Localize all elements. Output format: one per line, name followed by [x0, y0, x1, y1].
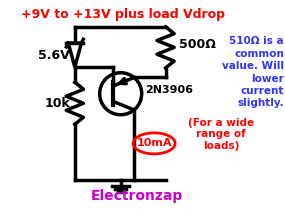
Text: +9V to +13V plus load Vdrop: +9V to +13V plus load Vdrop [21, 8, 225, 21]
Text: 10k: 10k [44, 97, 70, 110]
Text: 500Ω: 500Ω [179, 38, 216, 51]
Text: 5.6V: 5.6V [38, 49, 70, 61]
Polygon shape [68, 43, 82, 67]
Text: 510Ω is a
common
value. Will
lower
current
slightly.: 510Ω is a common value. Will lower curre… [222, 36, 284, 108]
Text: (For a wide
range of
loads): (For a wide range of loads) [188, 118, 254, 151]
Text: 10mA: 10mA [137, 138, 172, 148]
Text: 2N3906: 2N3906 [146, 85, 194, 95]
Text: Electronzap: Electronzap [91, 189, 183, 203]
